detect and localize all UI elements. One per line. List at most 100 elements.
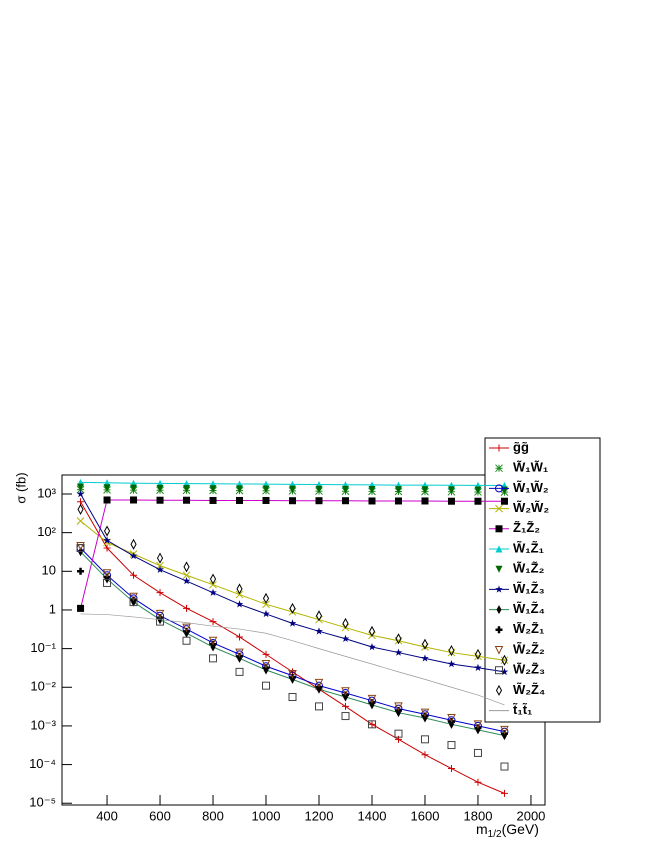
- marker: [77, 567, 85, 575]
- marker: [367, 720, 376, 729]
- marker: [315, 610, 323, 622]
- legend-marker: [495, 525, 503, 533]
- x-tick-label: 400: [96, 808, 118, 823]
- marker: [474, 486, 482, 494]
- x-tick-label: 2000: [516, 808, 545, 823]
- marker: [209, 654, 218, 663]
- series-line: [80, 551, 505, 737]
- marker: [341, 485, 349, 493]
- marker: [500, 789, 508, 797]
- marker: [156, 552, 164, 564]
- plot-frame: [61, 474, 546, 806]
- x-label-base: m: [476, 821, 488, 837]
- marker: [448, 645, 455, 657]
- marker: [342, 617, 349, 629]
- legend-marker: [495, 444, 503, 452]
- marker: [420, 708, 430, 718]
- marker: [447, 741, 456, 750]
- marker: [394, 497, 402, 505]
- legend-marker: [495, 626, 503, 634]
- marker: [103, 578, 112, 587]
- marker: [368, 625, 376, 637]
- marker: [209, 618, 217, 626]
- legend-label: W̃₂Z̃₄: [513, 682, 545, 697]
- legend-label: W̃₁W̃₁: [513, 460, 548, 475]
- marker: [315, 627, 323, 635]
- legend-marker: [494, 646, 504, 655]
- legend-marker: [495, 545, 503, 553]
- marker: [315, 485, 323, 493]
- marker: [288, 619, 297, 627]
- marker: [288, 670, 297, 679]
- marker: [395, 633, 402, 645]
- legend-label: W̃₂Z̃₂: [513, 641, 545, 656]
- marker: [314, 702, 323, 711]
- marker: [103, 496, 111, 504]
- marker: [130, 484, 138, 492]
- legend-marker: [495, 565, 503, 573]
- marker: [209, 485, 217, 493]
- marker: [103, 536, 111, 544]
- marker: [500, 667, 509, 676]
- marker: [76, 517, 85, 525]
- marker: [341, 702, 349, 710]
- marker: [368, 643, 376, 651]
- y-tick-label: 10²: [37, 524, 56, 539]
- y-tick-label: 10: [42, 563, 56, 578]
- marker: [236, 496, 244, 504]
- legend-label: W̃₁Z̃₃: [513, 581, 545, 596]
- series-line: [80, 613, 505, 706]
- marker: [156, 496, 164, 504]
- legend-label: t̃₁t̃₁: [513, 702, 533, 717]
- marker: [262, 650, 270, 658]
- y-tick-label: 10⁻⁴: [29, 756, 56, 771]
- marker: [473, 720, 483, 729]
- x-tick-label: 800: [202, 808, 224, 823]
- marker: [262, 609, 270, 618]
- marker: [262, 496, 270, 504]
- marker: [421, 497, 429, 505]
- marker: [182, 571, 191, 580]
- marker: [236, 485, 244, 493]
- marker: [500, 762, 509, 771]
- marker: [156, 617, 165, 626]
- x-tick-label: 1200: [305, 808, 334, 823]
- marker: [209, 580, 217, 589]
- marker: [182, 623, 191, 633]
- marker: [474, 648, 482, 660]
- legend-label: W̃₁Z̃₁: [513, 540, 544, 555]
- legend-marker: [495, 484, 503, 493]
- marker: [394, 486, 402, 494]
- marker: [156, 565, 164, 573]
- marker: [262, 681, 271, 690]
- marker: [368, 720, 376, 728]
- marker: [182, 636, 191, 645]
- marker: [236, 583, 243, 595]
- legend-label: W̃₂Z̃₁: [513, 621, 544, 636]
- marker: [314, 678, 324, 688]
- marker: [500, 656, 509, 665]
- marker: [500, 497, 508, 505]
- marker: [209, 588, 217, 596]
- marker: [421, 638, 429, 650]
- marker: [235, 648, 244, 658]
- marker: [235, 600, 244, 608]
- marker: [473, 748, 482, 757]
- x-axis-label: m1/2(GeV): [476, 821, 539, 840]
- legend-marker: [495, 504, 503, 513]
- marker: [474, 497, 482, 505]
- marker: [183, 496, 191, 504]
- y-tick-label: 10³: [37, 485, 56, 500]
- x-tick-label: 1800: [464, 808, 493, 823]
- legend-marker: [495, 585, 503, 593]
- marker: [209, 573, 217, 585]
- marker: [341, 712, 350, 721]
- legend-label: W̃₂Z̃₃: [513, 662, 545, 677]
- marker: [129, 551, 138, 560]
- marker: [262, 485, 270, 493]
- y-tick-label: 10⁻³: [30, 717, 56, 732]
- marker: [77, 503, 84, 515]
- x-label-sub: 1/2: [488, 829, 502, 840]
- marker: [261, 659, 271, 669]
